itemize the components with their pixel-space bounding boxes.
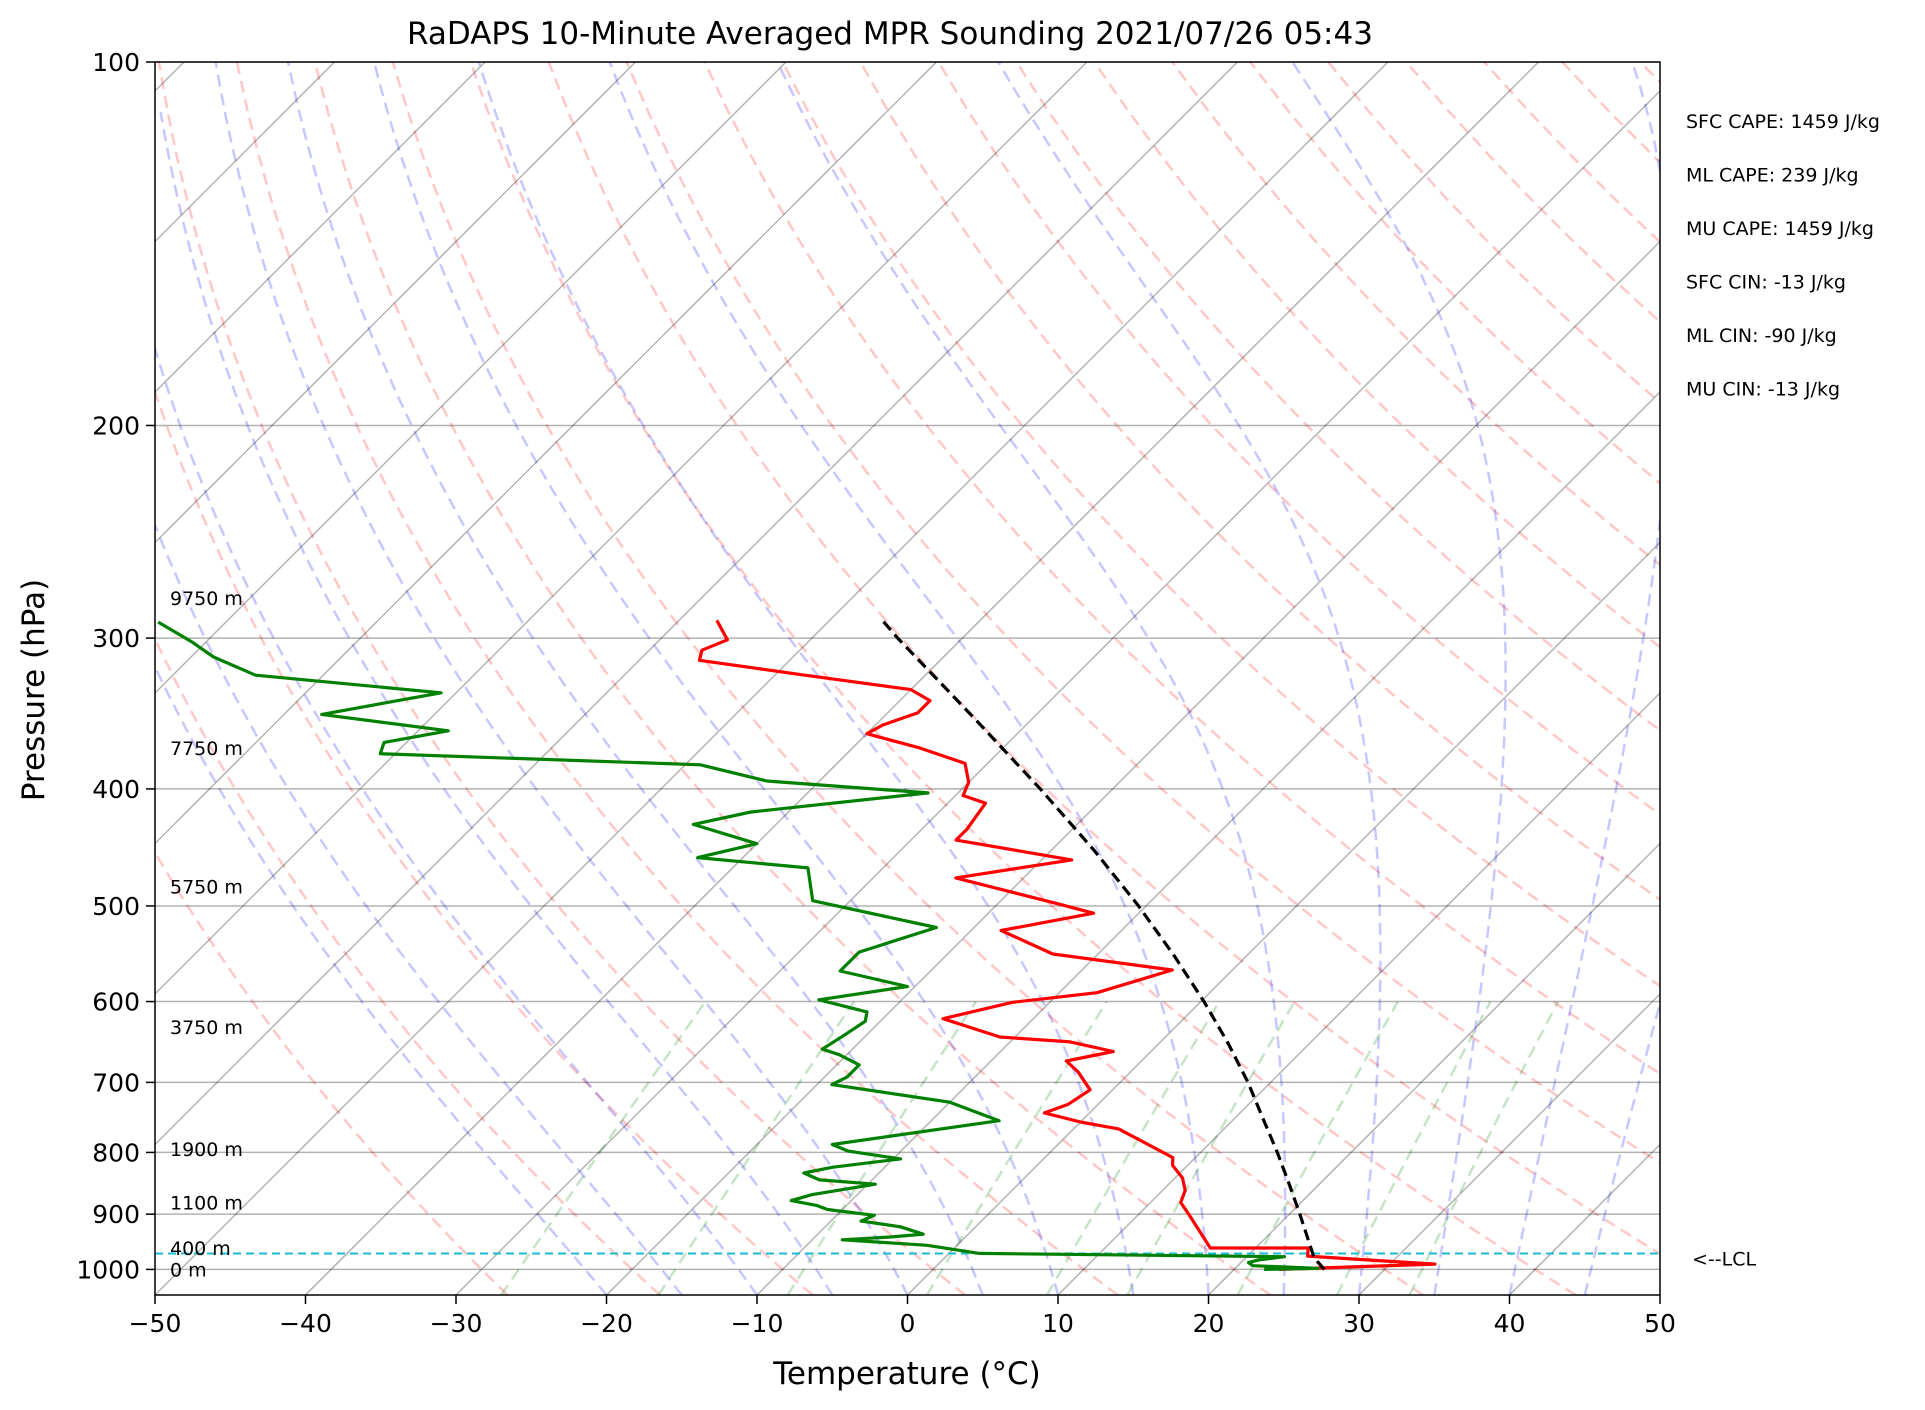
y-tick-label: 700 — [92, 1068, 140, 1097]
x-tick-label: 50 — [1644, 1309, 1676, 1338]
height-label: 1900 m — [170, 1139, 243, 1161]
x-tick-label: 0 — [900, 1309, 916, 1338]
y-tick-label: 400 — [92, 775, 140, 804]
x-tick-label: −20 — [580, 1309, 633, 1338]
height-label: 7750 m — [170, 738, 243, 760]
y-tick-label: 900 — [92, 1200, 140, 1229]
height-label: 3750 m — [170, 1017, 243, 1039]
x-tick-label: −50 — [129, 1309, 182, 1338]
y-tick-label: 800 — [92, 1138, 140, 1167]
y-tick-label: 500 — [92, 892, 140, 921]
x-tick-label: 30 — [1343, 1309, 1375, 1338]
height-label: 1100 m — [170, 1192, 243, 1214]
stat-text: MU CAPE: 1459 J/kg — [1686, 218, 1874, 240]
x-tick-label: 20 — [1193, 1309, 1225, 1338]
height-label: 9750 m — [170, 588, 243, 610]
x-tick-label: −30 — [430, 1309, 483, 1338]
y-tick-label: 300 — [92, 624, 140, 653]
y-tick-label: 1000 — [76, 1255, 140, 1284]
height-label: 5750 m — [170, 877, 243, 899]
x-tick-label: 10 — [1042, 1309, 1074, 1338]
height-label: 0 m — [170, 1259, 207, 1281]
height-label: 400 m — [170, 1238, 231, 1260]
x-tick-label: −10 — [731, 1309, 784, 1338]
y-tick-label: 100 — [92, 48, 140, 77]
y-tick-label: 200 — [92, 411, 140, 440]
chart-title: RaDAPS 10-Minute Averaged MPR Sounding 2… — [407, 16, 1373, 52]
stat-text: MU CIN: -13 J/kg — [1686, 379, 1840, 401]
stat-text: ML CIN: -90 J/kg — [1686, 325, 1837, 347]
lcl-label: <--LCL — [1692, 1248, 1756, 1270]
x-tick-label: 40 — [1494, 1309, 1526, 1338]
stat-text: SFC CIN: -13 J/kg — [1686, 272, 1846, 294]
stat-text: ML CAPE: 239 J/kg — [1686, 165, 1859, 187]
x-axis-label: Temperature (°C) — [772, 1356, 1041, 1392]
y-tick-label: 600 — [92, 988, 140, 1017]
stat-text: SFC CAPE: 1459 J/kg — [1686, 111, 1880, 133]
y-axis-label: Pressure (hPa) — [16, 579, 52, 801]
x-tick-label: −40 — [279, 1309, 332, 1338]
